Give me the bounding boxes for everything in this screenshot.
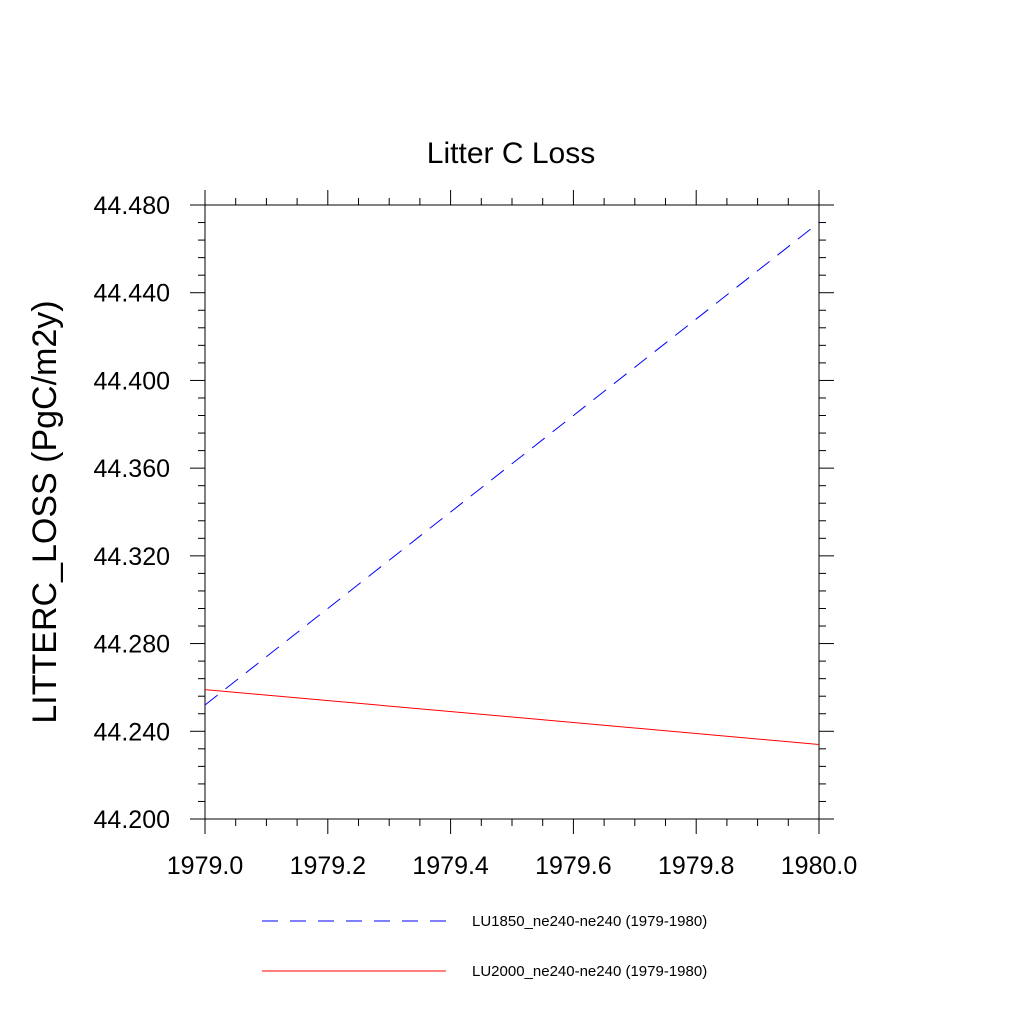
x-tick-label: 1979.2 [290,852,366,880]
y-tick-label: 44.280 [94,631,170,659]
y-tick-label: 44.480 [94,192,170,220]
y-tick-label: 44.320 [94,543,170,571]
y-tick-label: 44.400 [94,367,170,395]
x-tick-label: 1979.0 [167,852,243,880]
y-tick-label: 44.360 [94,455,170,483]
y-tick-label: 44.240 [94,718,170,746]
legend-label-2: LU2000_ne240-ne240 (1979-1980) [472,963,707,980]
y-tick-label: 44.440 [94,280,170,308]
y-tick-label: 44.200 [94,806,170,834]
x-tick-label: 1979.8 [658,852,734,880]
plot-area: 1979.0 1979.2 1979.4 1979.6 1979.8 1980.0 44.2… [94,190,857,880]
legend-label-1: LU1850_ne240-ne240 (1979-1980) [472,913,707,930]
x-tick-label: 1979.4 [412,852,489,880]
x-tick-label: 1980.0 [781,852,857,880]
chart-title: Litter C Loss [427,137,595,170]
series-line-2 [204,689,820,745]
legend: LU1850_ne240-ne240 (1979-1980) LU2000_ne2… [262,913,707,980]
y-axis-label: LITTERC_LOSS (PgC/m2y) [26,300,64,723]
x-tick-label: 1979.6 [535,852,611,880]
plot-frame [204,204,820,820]
series-layer [204,222,820,745]
series-line-1 [204,222,820,706]
